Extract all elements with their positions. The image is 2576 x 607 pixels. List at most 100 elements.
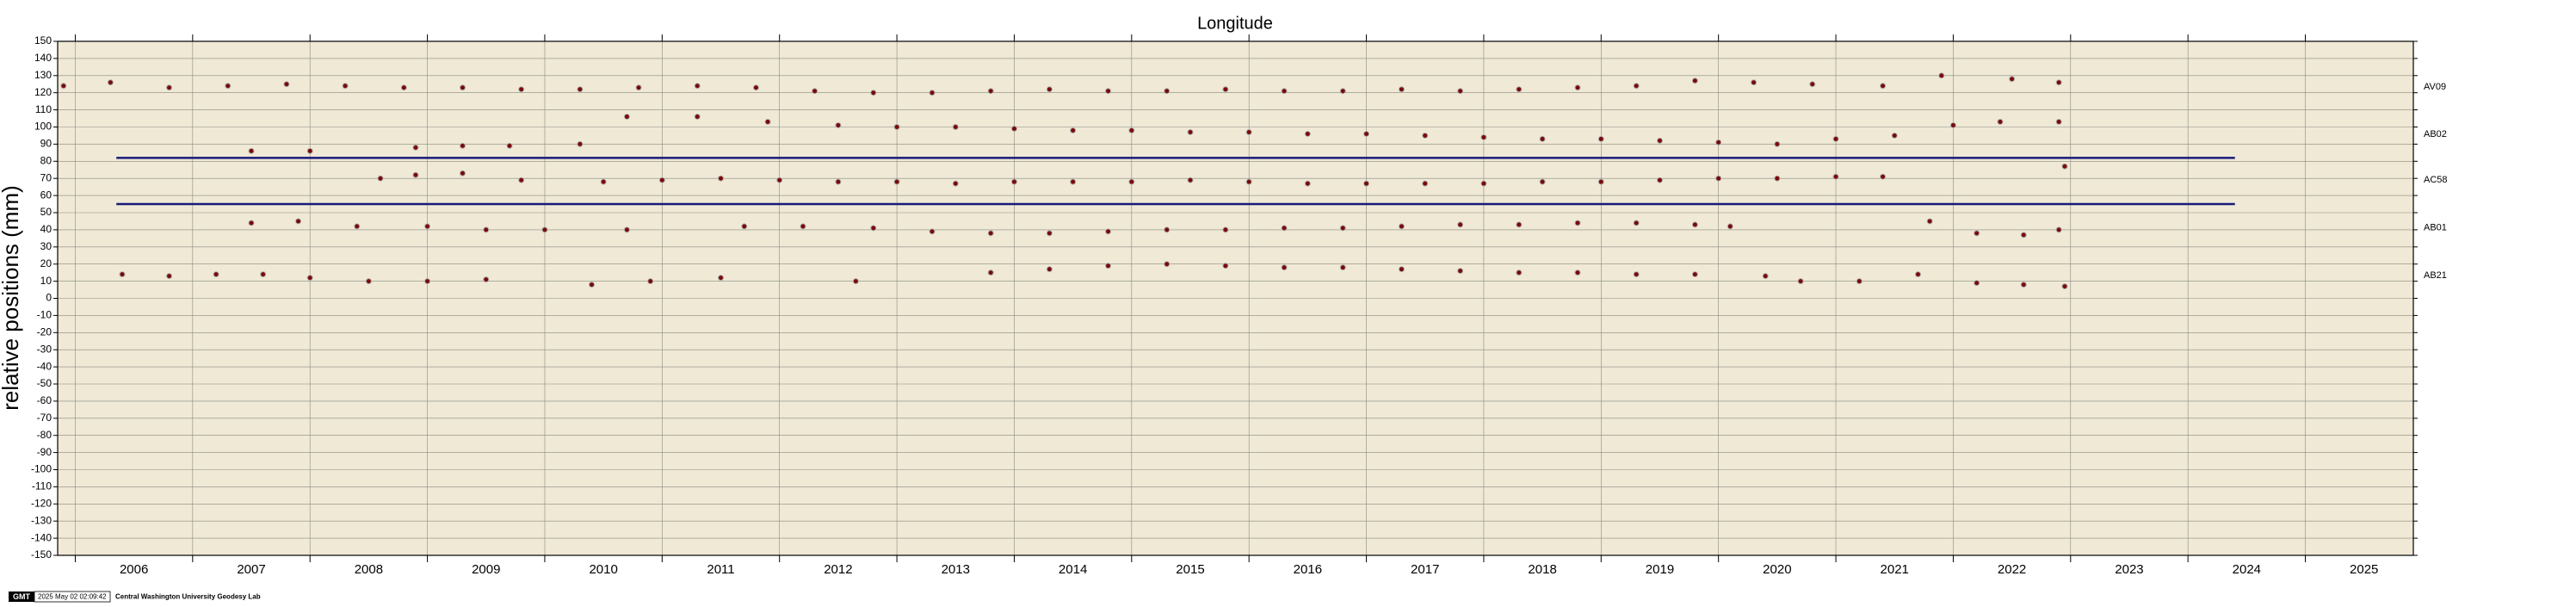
data-point bbox=[1010, 178, 1017, 185]
y-axis-title: relative positions (mm) bbox=[0, 185, 23, 411]
data-point bbox=[1222, 86, 1229, 93]
data-point bbox=[225, 83, 232, 90]
data-point bbox=[2061, 163, 2068, 170]
gmt-badge-text: GMT bbox=[13, 592, 30, 601]
x-tick-label: 2014 bbox=[1059, 562, 1087, 577]
x-tick-label: 2011 bbox=[707, 562, 734, 577]
data-point bbox=[812, 88, 819, 95]
data-point bbox=[2020, 282, 2027, 288]
y-tick-label: -70 bbox=[37, 412, 53, 424]
x-tick-label: 2020 bbox=[1763, 562, 1791, 577]
data-point bbox=[870, 225, 877, 232]
data-point bbox=[295, 218, 302, 225]
data-point bbox=[1281, 264, 1288, 271]
x-tick-label: 2023 bbox=[2115, 562, 2143, 577]
data-point bbox=[1457, 221, 1464, 228]
data-point bbox=[1597, 178, 1604, 185]
data-point bbox=[1245, 128, 1252, 135]
data-point bbox=[1363, 180, 1370, 187]
data-point bbox=[2020, 232, 2027, 238]
data-point bbox=[835, 122, 842, 129]
timestamp-box bbox=[34, 591, 111, 603]
y-tick-label: 80 bbox=[40, 154, 53, 166]
data-point bbox=[1691, 271, 1698, 278]
data-point bbox=[577, 140, 584, 147]
data-point bbox=[1539, 135, 1546, 142]
data-point bbox=[776, 177, 783, 183]
data-point bbox=[107, 79, 114, 86]
data-point bbox=[1398, 223, 1405, 230]
series-label: AB01 bbox=[2424, 222, 2447, 232]
data-point bbox=[1656, 137, 1663, 144]
x-tick-label: 2007 bbox=[237, 562, 265, 577]
data-point bbox=[1339, 88, 1346, 95]
y-tick-label: -80 bbox=[37, 429, 53, 441]
data-point bbox=[424, 278, 431, 285]
data-point bbox=[870, 90, 877, 96]
y-tick-label: 130 bbox=[34, 69, 52, 81]
data-point bbox=[1457, 88, 1464, 95]
data-point bbox=[718, 275, 725, 282]
x-tick-label: 2021 bbox=[1881, 562, 1909, 577]
data-point bbox=[1597, 135, 1604, 142]
y-tick-label: 100 bbox=[34, 121, 52, 133]
data-point bbox=[541, 226, 548, 233]
data-point bbox=[1516, 269, 1523, 276]
data-point bbox=[987, 269, 994, 276]
data-point bbox=[1949, 122, 1956, 129]
data-point bbox=[1633, 220, 1640, 226]
data-point bbox=[600, 178, 607, 185]
data-point bbox=[1516, 221, 1523, 228]
data-point bbox=[1797, 278, 1804, 285]
data-point bbox=[365, 278, 372, 285]
x-tick-label: 2019 bbox=[1646, 562, 1674, 577]
data-point bbox=[1222, 226, 1229, 233]
data-point bbox=[1715, 175, 1722, 182]
data-point bbox=[588, 282, 595, 288]
data-point bbox=[1691, 221, 1698, 228]
data-point bbox=[893, 124, 900, 130]
data-point bbox=[1516, 86, 1523, 93]
x-tick-label: 2010 bbox=[589, 562, 617, 577]
data-point bbox=[1832, 135, 1839, 142]
data-point bbox=[1926, 218, 1933, 225]
y-tick-label: 50 bbox=[40, 206, 53, 218]
data-point bbox=[1774, 140, 1781, 147]
data-point bbox=[1128, 178, 1135, 185]
chart-title: Longitude bbox=[1197, 14, 1273, 33]
y-tick-label: -90 bbox=[37, 446, 53, 458]
data-point bbox=[635, 84, 642, 91]
x-tick-label: 2022 bbox=[1998, 562, 2026, 577]
data-point bbox=[1915, 271, 1922, 278]
data-point bbox=[647, 278, 654, 285]
data-point bbox=[1715, 139, 1722, 146]
data-point bbox=[1997, 119, 2004, 126]
series-label: AC58 bbox=[2424, 175, 2448, 185]
data-point bbox=[1891, 132, 1898, 139]
y-tick-label: 110 bbox=[35, 103, 52, 115]
data-point bbox=[2055, 226, 2062, 233]
data-point bbox=[741, 223, 748, 230]
data-point bbox=[60, 83, 67, 90]
data-point bbox=[260, 271, 267, 278]
data-point bbox=[893, 178, 900, 185]
data-point bbox=[483, 226, 490, 233]
data-point bbox=[1574, 220, 1581, 226]
data-point bbox=[213, 271, 219, 278]
x-tick-label: 2016 bbox=[1294, 562, 1322, 577]
y-tick-label: 0 bbox=[46, 292, 52, 304]
data-point bbox=[1128, 127, 1135, 133]
data-point bbox=[400, 84, 407, 91]
data-point bbox=[412, 171, 419, 178]
data-point bbox=[1480, 133, 1487, 140]
data-point bbox=[623, 114, 630, 121]
data-point bbox=[1010, 125, 1017, 132]
series-label: AB02 bbox=[2424, 129, 2447, 139]
data-point bbox=[1774, 175, 1781, 182]
y-tick-label: 90 bbox=[40, 138, 53, 150]
y-tick-label: -20 bbox=[37, 325, 53, 338]
series-label: AV09 bbox=[2424, 82, 2446, 92]
data-point bbox=[718, 175, 725, 182]
data-point bbox=[1164, 88, 1171, 95]
